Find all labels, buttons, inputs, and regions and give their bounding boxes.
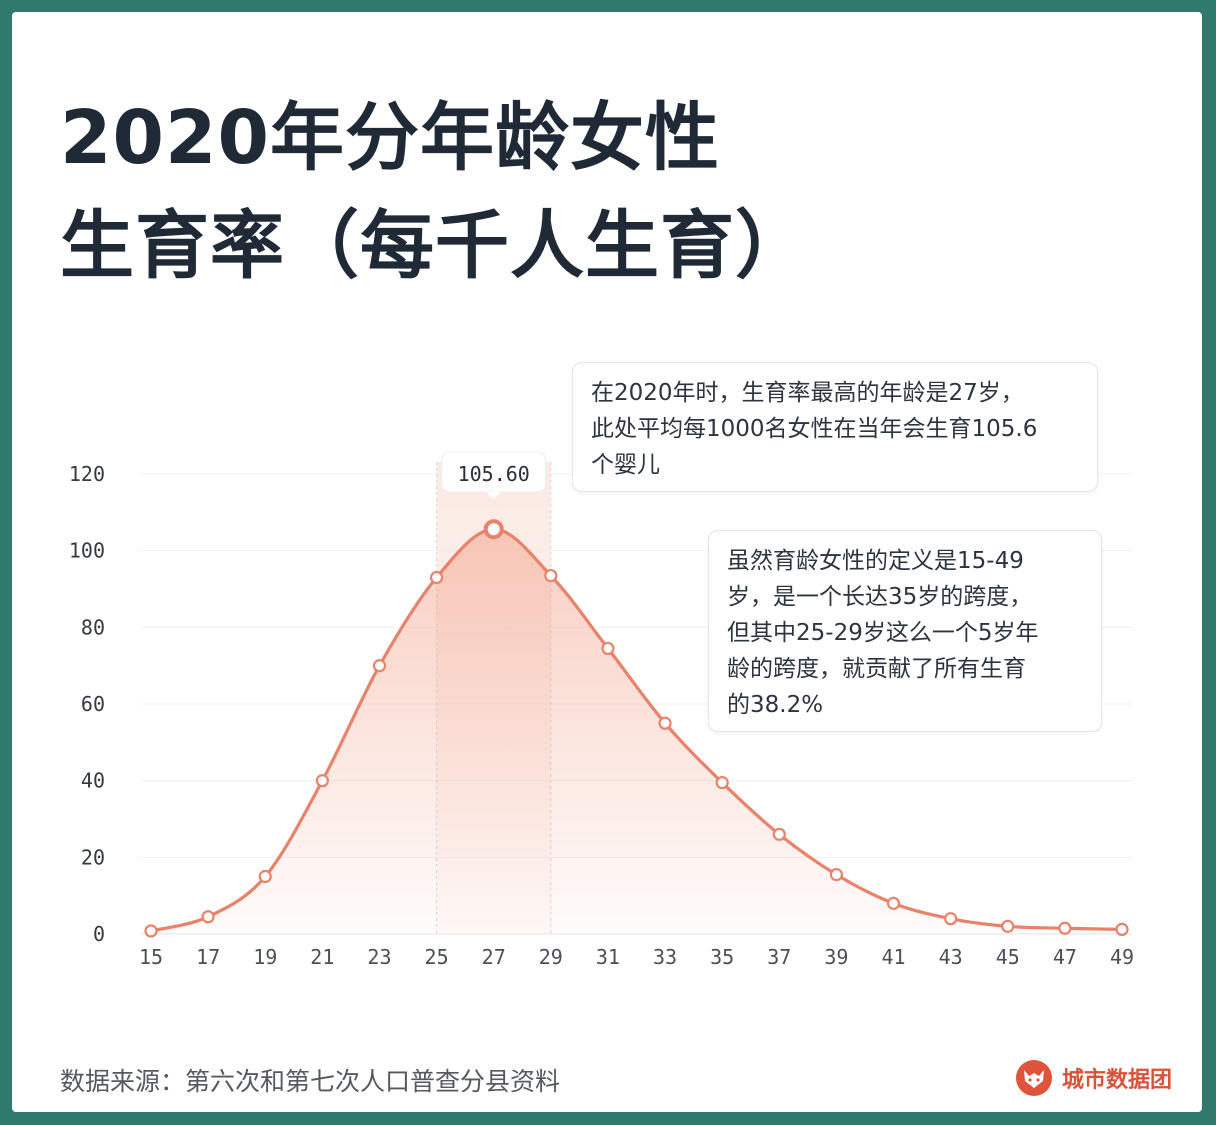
x-tick-label: 29 [539,945,563,969]
y-tick-label: 40 [81,769,105,793]
x-tick-label: 17 [196,945,220,969]
annotation-line: 在2020年时，生育率最高的年龄是27岁， [591,380,1024,406]
x-tick-label: 37 [767,945,791,969]
data-point [658,716,672,730]
chart-title-line1: 2020年分年龄女性 [60,95,720,181]
x-tick-label: 23 [367,945,391,969]
x-tick-label: 25 [425,945,449,969]
data-point [544,568,558,583]
x-tick-label: 47 [1053,945,1077,969]
data-point [144,924,158,938]
annotation-line: 的38.2% [727,692,824,718]
x-tick-label: 15 [139,945,163,969]
y-tick-label: 20 [81,845,105,869]
chart-card: 2020年分年龄女性 生育率（每千人生育） 0 20 40 60 80 100 120 15 1… [12,12,1202,1112]
x-tick-label: 39 [824,945,848,969]
y-tick-label: 0 [93,922,105,946]
y-tick-label: 80 [81,615,105,639]
x-tick-label: 19 [253,945,277,969]
chart-title-line2: 生育率（每千人生育） [60,203,810,289]
data-point [1115,922,1129,937]
data-point [258,869,272,884]
y-tick-label: 100 [69,539,105,563]
peak-age-annotation: 在2020年时，生育率最高的年龄是27岁， 此处平均每1000名女性在当年会生育… [572,362,1098,492]
x-tick-label: 45 [996,945,1020,969]
x-tick-label: 33 [653,945,677,969]
data-point [1058,921,1072,935]
brand-name: 城市数据团 [1062,1068,1173,1093]
data-point [601,641,615,656]
fertility-rate-chart: 0 20 40 60 80 100 120 15 17 19 21 23 25 27 29 31 33 35 37 3… [69,451,1134,969]
x-tick-label: 43 [939,945,963,969]
x-tick-label: 27 [482,945,506,969]
fox-logo-icon [1016,1060,1052,1096]
data-point [315,774,329,788]
x-tick-label: 41 [881,945,905,969]
brand: 城市数据团 [1016,1060,1172,1096]
data-point [829,867,844,882]
x-tick-label: 35 [710,945,734,969]
data-point [1001,919,1015,933]
annotation-line: 个婴儿 [591,452,660,478]
x-tick-label: 31 [596,945,620,969]
data-point [201,910,215,924]
annotation-line: 龄的跨度，就贡献了所有生育 [727,656,1026,682]
peak-value-label: 105.60 [458,462,530,486]
data-point [483,519,504,540]
span-share-annotation: 虽然育龄女性的定义是15-49 岁，是一个长达35岁的跨度， 但其中25-29岁… [708,530,1102,732]
x-tick-label: 49 [1110,945,1134,969]
area-fill [151,529,1122,934]
data-point [372,659,387,673]
chart-title: 2020年分年龄女性 生育率（每千人生育） [60,84,810,300]
annotation-line: 岁，是一个长达35岁的跨度， [727,584,1033,610]
x-tick-label: 21 [310,945,334,969]
y-tick-label: 60 [81,692,105,716]
annotation-line: 此处平均每1000名女性在当年会生育105.6 [591,416,1038,442]
data-point [715,775,729,790]
data-point [429,570,444,585]
annotation-line: 但其中25-29岁这么一个5岁年 [727,620,1039,646]
peak-tooltip-pointer [486,492,501,499]
data-source: 数据来源：第六次和第七次人口普查分县资料 [60,1067,561,1096]
data-point [944,912,958,926]
y-tick-label: 120 [69,462,105,486]
annotation-line: 虽然育龄女性的定义是15-49 [727,548,1024,574]
data-point [886,896,901,910]
data-point [772,827,786,841]
